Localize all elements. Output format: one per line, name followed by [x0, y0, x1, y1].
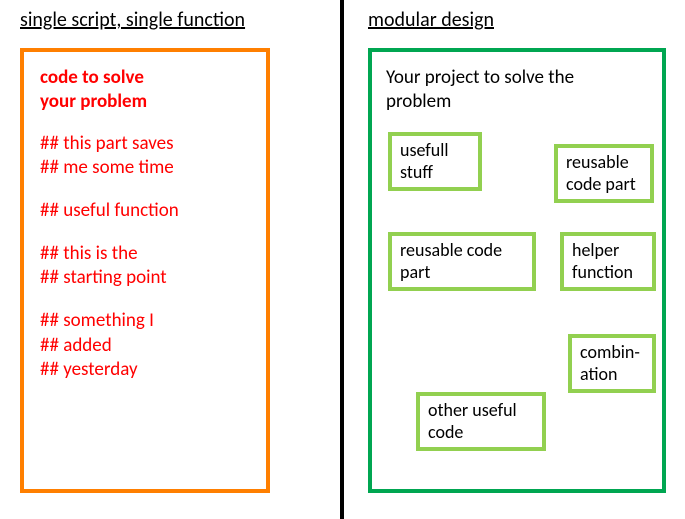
module-line: reusable [566, 152, 642, 174]
module-line: code part [566, 174, 642, 196]
comment-line: ## this part saves [40, 132, 250, 157]
modular-project-box: Your project to solve the problem useful… [368, 48, 666, 493]
comment-block: ## something I ## added ## yesterday [40, 309, 250, 383]
comment-block: ## this part saves ## me some time [40, 132, 250, 181]
module-other-useful-code: other useful code [416, 392, 546, 451]
module-line: ation [580, 364, 644, 386]
module-reusable-code-part-2: reusable code part [388, 232, 536, 291]
comment-line: ## starting point [40, 266, 250, 291]
comment-line: ## something I [40, 309, 250, 334]
right-header: modular design [368, 8, 685, 32]
left-panel: single script, single function code to s… [0, 0, 340, 519]
comment-line: ## this is the [40, 242, 250, 267]
comment-line: ## added [40, 334, 250, 359]
right-panel: modular design Your project to solve the… [340, 0, 685, 519]
diagram-container: single script, single function code to s… [0, 0, 685, 519]
comment-line: ## me some time [40, 156, 250, 181]
project-title-line: Your project to solve the [386, 66, 648, 90]
comment-block: ## useful function [40, 199, 250, 224]
module-reusable-code-part-1: reusable code part [554, 144, 654, 203]
code-title-line: your problem [40, 90, 250, 114]
monolithic-code-box: code to solve your problem ## this part … [20, 48, 270, 493]
module-line: stuff [400, 162, 470, 184]
vertical-divider [340, 0, 344, 519]
comment-line: ## useful function [40, 199, 250, 224]
left-header: single script, single function [20, 8, 340, 32]
module-line: combin- [580, 342, 644, 364]
module-line: function [572, 262, 644, 284]
module-useful-stuff: usefull stuff [388, 132, 482, 191]
comment-line: ## yesterday [40, 358, 250, 383]
code-title-line: code to solve [40, 66, 250, 90]
module-helper-function: helper function [560, 232, 656, 291]
module-line: part [400, 262, 524, 284]
project-title: Your project to solve the problem [386, 66, 648, 114]
module-line: reusable code [400, 240, 524, 262]
project-title-line: problem [386, 90, 648, 114]
module-line: code [428, 422, 534, 444]
code-title: code to solve your problem [40, 66, 250, 114]
module-combination: combin- ation [568, 334, 656, 393]
comment-block: ## this is the ## starting point [40, 242, 250, 291]
module-line: helper [572, 240, 644, 262]
module-line: usefull [400, 140, 470, 162]
module-line: other useful [428, 400, 534, 422]
